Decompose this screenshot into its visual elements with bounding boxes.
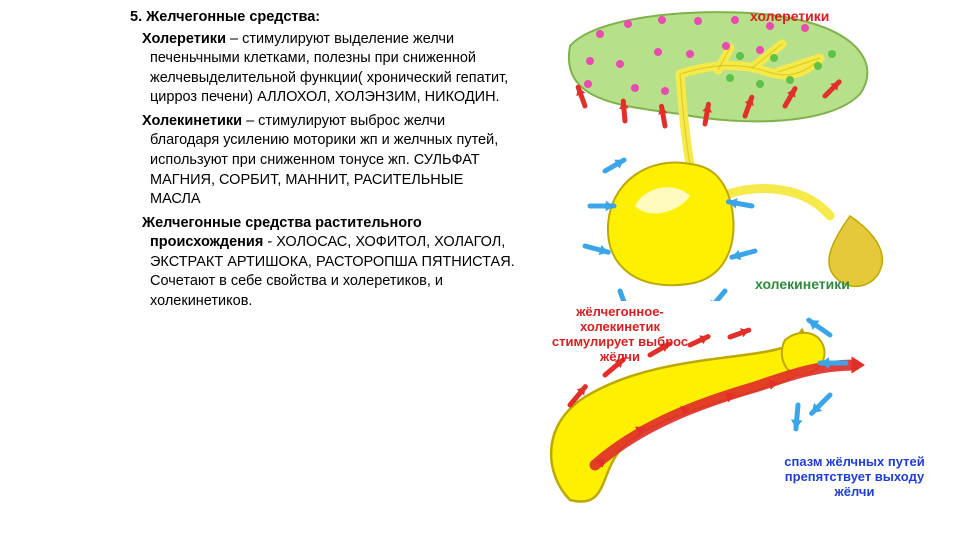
text-column: 5. Желчегонные средства: Холеретики – ст… xyxy=(130,8,515,315)
plant-para: Желчегонные средства растительного проис… xyxy=(130,214,515,312)
label-choleretics: холеретики xyxy=(750,8,829,24)
term-choleretics: Холеретики xyxy=(142,31,226,47)
cholekinetics-para: Холекинетики – стимулируют выброс желчи … xyxy=(130,112,515,210)
label-cholekinetics: холекинетики xyxy=(755,276,850,292)
bottom-diagram: жёлчегонное-холекинетик стимулирует выбр… xyxy=(530,305,930,535)
term-cholekinetics: Холекинетики xyxy=(142,113,242,129)
top-diagram: холеретики холекинетики xyxy=(530,6,930,301)
choleretics-para: Холеретики – стимулируют выделение желчи… xyxy=(130,30,515,108)
section-title: 5. Желчегонные средства: xyxy=(130,8,515,28)
label-red-caption: жёлчегонное-холекинетик стимулирует выбр… xyxy=(540,305,700,365)
top-diagram-svg xyxy=(530,6,930,301)
label-blue-caption: спазм жёлчных путей препятствует выходу … xyxy=(782,455,927,500)
